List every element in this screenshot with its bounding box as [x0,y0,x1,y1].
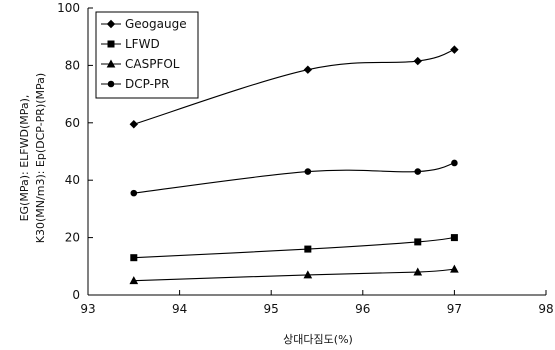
series-line [133,49,455,125]
y-tick-label: 40 [65,173,80,187]
data-point [304,168,312,175]
x-tick-label: 95 [264,302,279,316]
series-caspfol [129,264,459,285]
data-point [413,56,422,66]
data-point [129,120,139,129]
data-point [303,270,313,279]
ticks: 93 94 95 96 97 98 0 20 40 60 80 100 [57,1,554,316]
x-tick-label: 96 [355,302,370,316]
series-line [133,237,455,259]
data-point [450,264,459,273]
legend-label: Geogauge [125,17,187,31]
legend-label: LFWD [125,37,160,51]
data-point [450,45,459,54]
y-tick-label: 60 [65,116,80,130]
data-point [303,65,313,74]
legend-item: CASPFOL [101,57,180,71]
axes [87,8,546,296]
data-point [130,189,138,197]
y-tick-label: 20 [65,231,80,245]
x-tick-label: 94 [172,302,187,316]
data-point [304,245,312,253]
y-axis-title-line2: EG(MPa): ELFWD(MPa), [18,95,31,222]
data-point [451,159,458,167]
legend-marker [107,40,115,48]
x-tick-label: 98 [538,302,553,316]
legend-marker [106,59,116,68]
legend-item: DCP-PR [101,77,170,91]
legend-item: Geogauge [101,17,187,31]
y-axis-title-line1: K30(MN/m3): Ep(DCP-PR)(MPa) [34,73,47,243]
series-layer [129,45,459,285]
x-tick-label: 93 [80,302,95,316]
data-point [450,234,458,242]
y-tick-label: 80 [65,58,80,72]
legend-item: LFWD [101,37,160,51]
series-geogauge [129,45,459,129]
legend-label: DCP-PR [125,77,170,91]
y-tick-label: 100 [57,1,80,15]
legend-marker [107,80,115,88]
series-line [133,162,455,194]
data-point [414,168,422,175]
data-point [413,267,423,276]
series-lfwd [130,234,458,262]
legend-marker [106,19,116,29]
data-point [414,238,422,246]
x-axis-title: 상대다짐도(%) [283,333,353,346]
data-point [129,276,139,285]
x-tick-label: 97 [447,302,462,316]
data-point [130,254,138,262]
series-line [133,268,455,282]
y-tick-label: 0 [72,288,80,302]
legend-label: CASPFOL [125,57,180,71]
legend: Geogauge LFWD CASPFOL DCP-PR [95,11,199,99]
series-dcp-pr [130,159,458,197]
